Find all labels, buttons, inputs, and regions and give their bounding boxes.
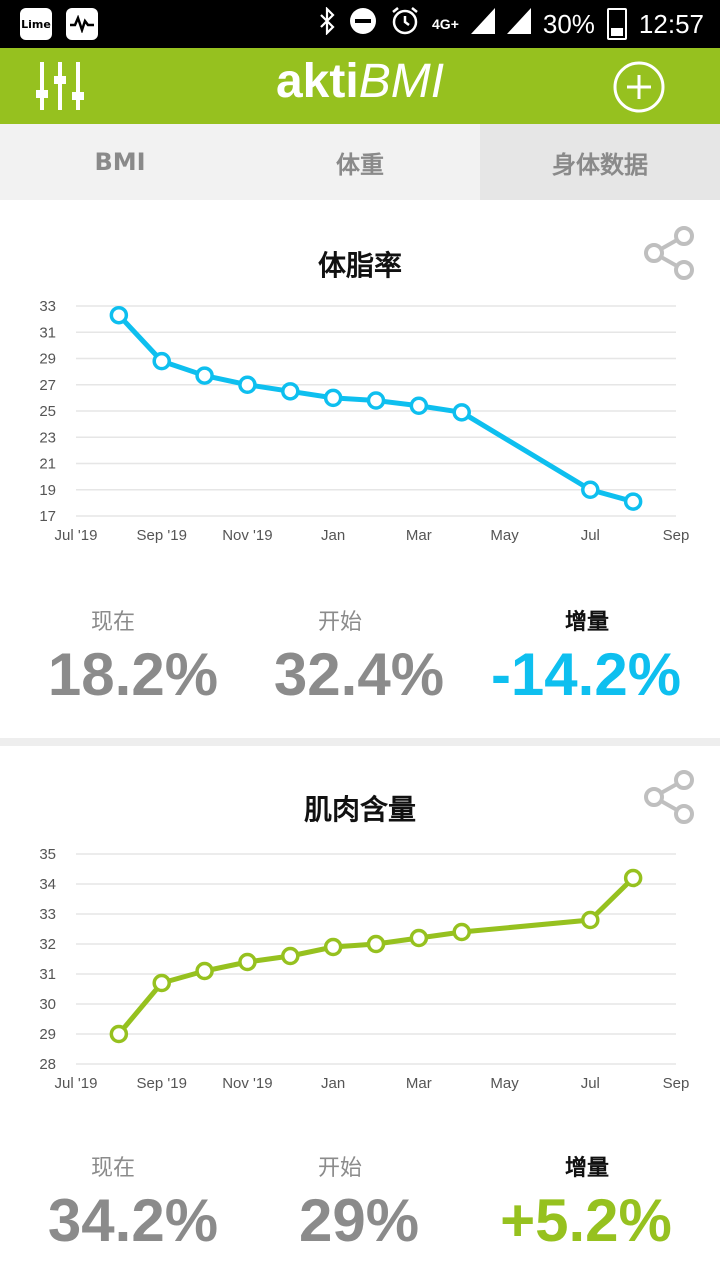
sliders-icon[interactable] (30, 56, 90, 116)
y-tick-label: 19 (39, 482, 56, 499)
body-fat-chart: 17 19 21 23 25 27 29 31 33 Jul '19 Sep '19 Nov '19 J… (39, 298, 690, 544)
current-label: 现在 (90, 610, 136, 635)
x-tick-label: Sep '19 (137, 1075, 187, 1092)
data-point (323, 937, 343, 957)
data-point (281, 946, 300, 966)
activity-icon (66, 8, 98, 40)
x-tick-label: Nov '19 (222, 527, 272, 544)
x-tick-label: Mar (406, 1075, 432, 1092)
status-bar: Lime 4G+ 30% 12:57 (0, 0, 720, 48)
signal-icon (506, 7, 531, 41)
data-point (366, 391, 386, 410)
change-value: -14.2% (490, 641, 682, 708)
logo-text-italic: BMI (358, 55, 445, 108)
data-point (623, 492, 643, 511)
do-not-disturb-icon (348, 6, 378, 43)
y-tick-label: 25 (39, 403, 56, 420)
tab-weight[interactable]: 体重 (336, 150, 384, 179)
tab-body-data[interactable]: 身体数据 (480, 124, 720, 200)
x-tick-label: Jan (321, 1075, 345, 1092)
x-tick-label: Jul '19 (55, 527, 98, 544)
data-point (366, 934, 386, 954)
x-tick-label: Jul '19 (55, 1075, 98, 1092)
share-icon[interactable] (642, 768, 696, 826)
y-tick-label: 21 (39, 456, 56, 473)
y-tick-label: 28 (39, 1056, 56, 1073)
series-line (116, 876, 635, 1036)
plus-circle-icon[interactable] (612, 60, 666, 114)
muscle-card: 肌肉含量 28 29 30 31 32 33 34 35 Jul '19 Sep '19 Nov '… (0, 746, 720, 1280)
body-fat-card: 体脂率 17 19 21 23 25 27 29 31 33 Jul '19 Sep '19 Nov … (0, 200, 720, 738)
data-point (195, 961, 214, 981)
signal-icon (470, 7, 495, 41)
y-tick-label: 30 (39, 996, 56, 1013)
y-tick-label: 23 (39, 429, 56, 446)
x-tick-label: May (490, 1075, 519, 1092)
data-point (109, 1024, 129, 1044)
4g-icon: 4G+ (432, 16, 459, 32)
y-tick-label: 29 (39, 351, 56, 368)
data-point (109, 305, 129, 325)
change-value: +5.2% (500, 1187, 672, 1254)
card-divider (0, 738, 720, 746)
tab-bar: BMI 体重 身体数据 (0, 124, 720, 200)
current-value: 34.2% (47, 1187, 219, 1254)
start-label: 开始 (317, 1156, 363, 1181)
data-point (238, 375, 257, 394)
y-tick-label: 34 (39, 876, 56, 893)
start-label: 开始 (317, 610, 363, 635)
card-title: 体脂率 (317, 249, 402, 282)
data-point (409, 928, 429, 948)
data-point (581, 480, 600, 499)
x-tick-label: Sep (663, 527, 690, 544)
current-label: 现在 (90, 1156, 136, 1181)
data-point (281, 382, 300, 401)
battery-percent: 30% (542, 8, 595, 39)
change-label: 增量 (564, 1156, 610, 1181)
battery-icon (606, 8, 627, 40)
muscle-chart: 28 29 30 31 32 33 34 35 Jul '19 Sep '19 Nov '19 Jan… (39, 846, 690, 1092)
alarm-icon (390, 6, 420, 43)
data-point (323, 388, 343, 408)
lime-icon: Lime (20, 8, 52, 40)
tab-bmi[interactable]: BMI (94, 148, 146, 176)
data-point (452, 403, 471, 422)
change-label: 增量 (564, 610, 610, 635)
x-tick-label: Jul (581, 1075, 600, 1092)
data-point (238, 952, 257, 972)
x-tick-label: Sep '19 (137, 527, 187, 544)
start-value: 32.4% (273, 641, 445, 708)
data-point (581, 910, 600, 930)
y-tick-label: 31 (39, 966, 56, 983)
data-point (195, 366, 214, 385)
x-tick-label: Sep (663, 1075, 690, 1092)
y-tick-label: 33 (39, 298, 56, 315)
y-tick-label: 29 (39, 1026, 56, 1043)
y-tick-label: 33 (39, 906, 56, 923)
x-tick-label: Jan (321, 527, 345, 544)
data-point (152, 973, 171, 993)
current-value: 18.2% (47, 641, 219, 708)
clock: 12:57 (638, 8, 704, 39)
x-tick-label: Mar (406, 527, 432, 544)
app-bar: aktiBMI (0, 48, 720, 124)
x-tick-label: Nov '19 (222, 1075, 272, 1092)
data-point (152, 351, 171, 371)
app-logo: aktiBMI (0, 54, 720, 109)
start-value: 29% (298, 1187, 420, 1254)
y-tick-label: 27 (39, 377, 56, 394)
bluetooth-icon (318, 5, 336, 42)
y-tick-label: 35 (39, 846, 56, 863)
share-icon[interactable] (642, 224, 696, 282)
y-tick-label: 17 (39, 508, 56, 525)
y-tick-label: 32 (39, 936, 56, 953)
x-tick-label: Jul (581, 527, 600, 544)
logo-text-bold: akti (275, 55, 359, 108)
y-tick-label: 31 (39, 324, 56, 341)
data-point (623, 868, 643, 888)
data-point (409, 396, 429, 415)
x-tick-label: May (490, 527, 519, 544)
card-title: 肌肉含量 (303, 793, 416, 826)
data-point (452, 922, 471, 942)
